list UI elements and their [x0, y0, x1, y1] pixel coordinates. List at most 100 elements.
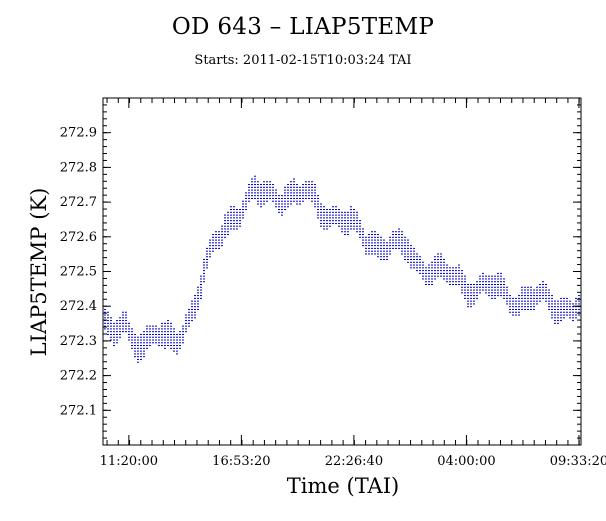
data-point [449, 267, 451, 269]
data-point [284, 203, 286, 205]
data-point [380, 259, 382, 261]
data-point [524, 295, 526, 297]
data-point [251, 197, 253, 199]
data-point [113, 331, 115, 333]
data-point [299, 186, 301, 188]
data-point [536, 289, 538, 291]
data-point [197, 289, 199, 291]
data-point [215, 245, 217, 247]
y-tick-label: 272.2 [60, 369, 97, 384]
data-point [107, 331, 109, 333]
data-point [239, 222, 241, 224]
data-point [254, 195, 256, 197]
data-point [479, 278, 481, 280]
data-point [410, 247, 412, 249]
data-point [500, 272, 502, 274]
data-point [539, 300, 541, 302]
data-point [560, 306, 562, 308]
data-point [215, 231, 217, 233]
data-point [329, 217, 331, 219]
data-point [146, 333, 148, 335]
data-point [509, 308, 511, 310]
data-point [209, 253, 211, 255]
data-point [242, 211, 244, 213]
data-point [194, 300, 196, 302]
data-point [560, 320, 562, 322]
data-point [461, 283, 463, 285]
data-point [305, 189, 307, 191]
data-point [440, 270, 442, 272]
data-point [386, 247, 388, 249]
data-point [443, 270, 445, 272]
data-point [197, 306, 199, 308]
data-point [491, 275, 493, 277]
data-point [524, 286, 526, 288]
data-point [398, 247, 400, 249]
data-point [383, 259, 385, 261]
data-point [419, 270, 421, 272]
data-point [404, 253, 406, 255]
data-point [188, 311, 190, 313]
data-point [251, 178, 253, 180]
data-point [239, 220, 241, 222]
data-point [566, 300, 568, 302]
data-point [233, 228, 235, 230]
data-point [188, 320, 190, 322]
data-point [464, 295, 466, 297]
data-point [281, 195, 283, 197]
data-point [401, 245, 403, 247]
data-point [191, 306, 193, 308]
data-point [554, 300, 556, 302]
data-point [512, 314, 514, 316]
data-point [362, 245, 364, 247]
data-point [278, 203, 280, 205]
data-point [494, 295, 496, 297]
data-point [299, 197, 301, 199]
data-point [341, 225, 343, 227]
data-point [524, 289, 526, 291]
data-point [140, 333, 142, 335]
data-point [182, 342, 184, 344]
data-point [347, 225, 349, 227]
data-point [146, 328, 148, 330]
data-point [317, 206, 319, 208]
data-point [233, 209, 235, 211]
data-point [146, 331, 148, 333]
data-point [338, 209, 340, 211]
data-point [200, 297, 202, 299]
data-point [263, 203, 265, 205]
data-point [158, 345, 160, 347]
data-point [533, 295, 535, 297]
data-point [437, 267, 439, 269]
data-point [218, 242, 220, 244]
y-tick-label: 272.8 [60, 160, 97, 175]
data-point [347, 228, 349, 230]
data-point [383, 253, 385, 255]
data-point [440, 261, 442, 263]
data-point [359, 222, 361, 224]
data-point [518, 314, 520, 316]
data-point [137, 345, 139, 347]
data-point [536, 292, 538, 294]
data-point [359, 231, 361, 233]
data-point [146, 345, 148, 347]
data-point [518, 303, 520, 305]
data-point [428, 264, 430, 266]
data-point [164, 336, 166, 338]
data-point [578, 314, 580, 316]
data-point [548, 308, 550, 310]
data-point [290, 192, 292, 194]
data-point [122, 311, 124, 313]
data-point [572, 311, 574, 313]
data-point [551, 297, 553, 299]
data-point [296, 189, 298, 191]
data-point [170, 342, 172, 344]
data-point [287, 195, 289, 197]
data-point [134, 356, 136, 358]
data-point [203, 264, 205, 266]
data-point [173, 347, 175, 349]
data-point [326, 228, 328, 230]
data-point [575, 308, 577, 310]
data-point [341, 217, 343, 219]
data-point [410, 259, 412, 261]
